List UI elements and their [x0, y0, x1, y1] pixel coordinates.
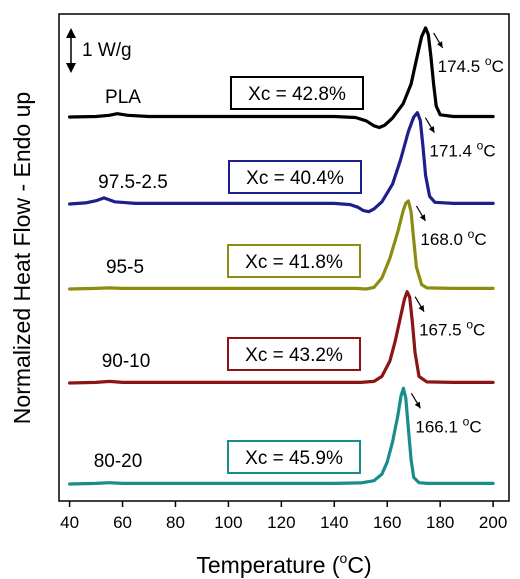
peak-label-90-10: 167.5 oC [419, 318, 485, 340]
xc-label-80-20: Xc = 45.9% [245, 448, 343, 469]
peak-label-pla: 174.5 oC [438, 54, 504, 76]
scale-bar-label: 1 W/g [82, 40, 132, 61]
scale-bar-arrow-up [66, 28, 76, 38]
series-label-95-5: 95-5 [106, 257, 144, 278]
scale-bar: 1 W/g [66, 28, 132, 73]
series-label-90-10: 90-10 [102, 351, 151, 372]
x-tick-label-120: 120 [267, 513, 295, 532]
series-line-80-20 [68, 386, 495, 486]
peak-arrowhead-80-20 [414, 401, 421, 409]
scale-bar-arrow-down [66, 63, 76, 73]
x-tick-label-160: 160 [373, 513, 401, 532]
x-tick-label-180: 180 [426, 513, 454, 532]
x-axis-ticks [68, 501, 494, 507]
xc-label-95-5: Xc = 41.8% [245, 252, 343, 273]
xc-box-pla [230, 76, 364, 110]
x-tick-label-40: 40 [60, 513, 79, 532]
series-label-80-20: 80-20 [94, 451, 143, 472]
peak-arrowhead-97-5-2-5 [428, 126, 435, 133]
x-tick-label-60: 60 [113, 513, 132, 532]
peak-label-95-5: 168.0 oC [420, 227, 486, 249]
peak-arrowhead-90-10 [418, 305, 425, 312]
peak-label-97-5-2-5: 171.4 oC [429, 139, 495, 161]
series-label-pla: PLA [105, 87, 141, 108]
x-tick-label-80: 80 [166, 513, 185, 532]
xc-box-90-10 [227, 337, 361, 371]
x-tick-label-100: 100 [214, 513, 242, 532]
series-line-90-10 [68, 290, 495, 385]
peak-label-80-20: 166.1 oC [415, 414, 481, 436]
series-line-95-5 [68, 199, 495, 291]
xc-box-95-5 [227, 244, 361, 278]
x-tick-label-140: 140 [320, 513, 348, 532]
peak-arrowhead-95-5 [419, 214, 426, 221]
xc-box-80-20 [227, 440, 361, 474]
series-group: PLA Xc = 42.8% 174.5 oC 97.5-2.5 Xc = 40.4% 1… [68, 26, 504, 486]
xc-label-97-5-2-5: Xc = 40.4% [246, 168, 344, 189]
xc-box-97-5-2-5 [228, 160, 362, 194]
series-line-pla [68, 26, 495, 130]
plot-frame [58, 13, 510, 502]
xc-label-90-10: Xc = 43.2% [245, 345, 343, 366]
x-axis-tick-labels: 40 60 80 100 120 140 160 180 200 [60, 513, 507, 532]
xc-label-pla: Xc = 42.8% [248, 84, 346, 105]
series-label-97-5-2-5: 97.5-2.5 [98, 172, 168, 193]
x-tick-label-200: 200 [479, 513, 507, 532]
peak-arrowhead-pla [437, 41, 443, 48]
x-axis-title: Temperature (oC) [196, 550, 371, 578]
y-axis-title: Normalized Heat Flow - Endo up [9, 92, 35, 424]
series-line-97-5-2-5 [68, 111, 495, 214]
